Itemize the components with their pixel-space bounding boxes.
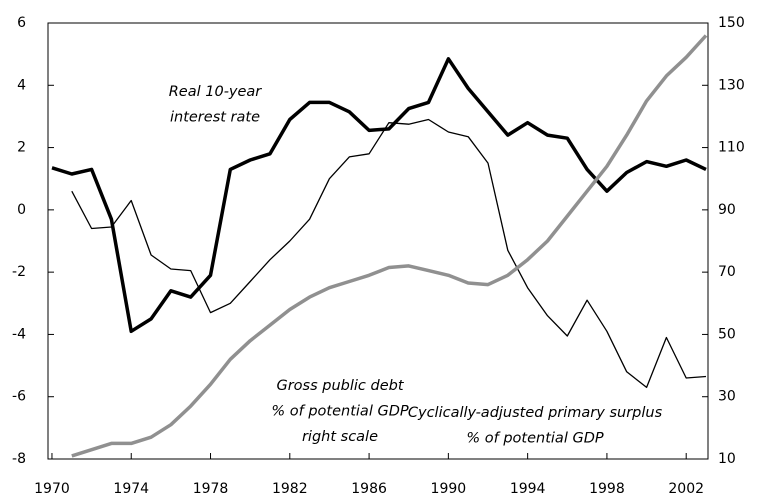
series-line <box>51 57 707 334</box>
series-annotation: right scale <box>302 429 378 445</box>
y2-tick-label: 150 <box>718 15 745 31</box>
x-tick-label: 1986 <box>351 481 387 497</box>
series-annotation: Cyclically-adjusted primary surplus <box>408 405 663 421</box>
y2-tick-label: 10 <box>718 451 736 467</box>
series-annotation: Gross public debt <box>276 378 404 394</box>
y-tick-label: -2 <box>12 264 26 280</box>
plot-frame <box>47 22 709 460</box>
y-tick-label: -4 <box>12 326 26 342</box>
x-tick-label: 1974 <box>113 481 149 497</box>
series-annotation: Real 10-year <box>169 84 263 100</box>
x-tick-label: 1982 <box>272 481 308 497</box>
x-tick-label: 2002 <box>668 481 704 497</box>
x-tick-label: 1994 <box>510 481 546 497</box>
x-tick-label: 1990 <box>431 481 467 497</box>
y2-tick-label: 90 <box>718 202 736 218</box>
y-tick-label: 6 <box>17 15 26 31</box>
y2-tick-label: 110 <box>718 140 745 156</box>
y-tick-label: 2 <box>17 140 26 156</box>
y-tick-label: 4 <box>17 77 26 93</box>
y2-tick-label: 50 <box>718 326 736 342</box>
y2-tick-label: 30 <box>718 389 736 405</box>
x-tick-label: 1978 <box>193 481 229 497</box>
series-annotation: % of potential GDP <box>466 431 603 447</box>
x-tick-label: 1998 <box>589 481 625 497</box>
y2-tick-label: 70 <box>718 264 736 280</box>
y-tick-label: -8 <box>12 451 26 467</box>
series-annotation: interest rate <box>170 110 260 126</box>
y2-tick-label: 130 <box>718 77 745 93</box>
series-annotation: % of potential GDP <box>271 404 408 420</box>
x-tick-label: 1970 <box>34 481 70 497</box>
series-line <box>71 34 708 458</box>
y-tick-label: 0 <box>17 202 26 218</box>
series-line <box>71 118 707 389</box>
y-tick-label: -6 <box>12 389 26 405</box>
